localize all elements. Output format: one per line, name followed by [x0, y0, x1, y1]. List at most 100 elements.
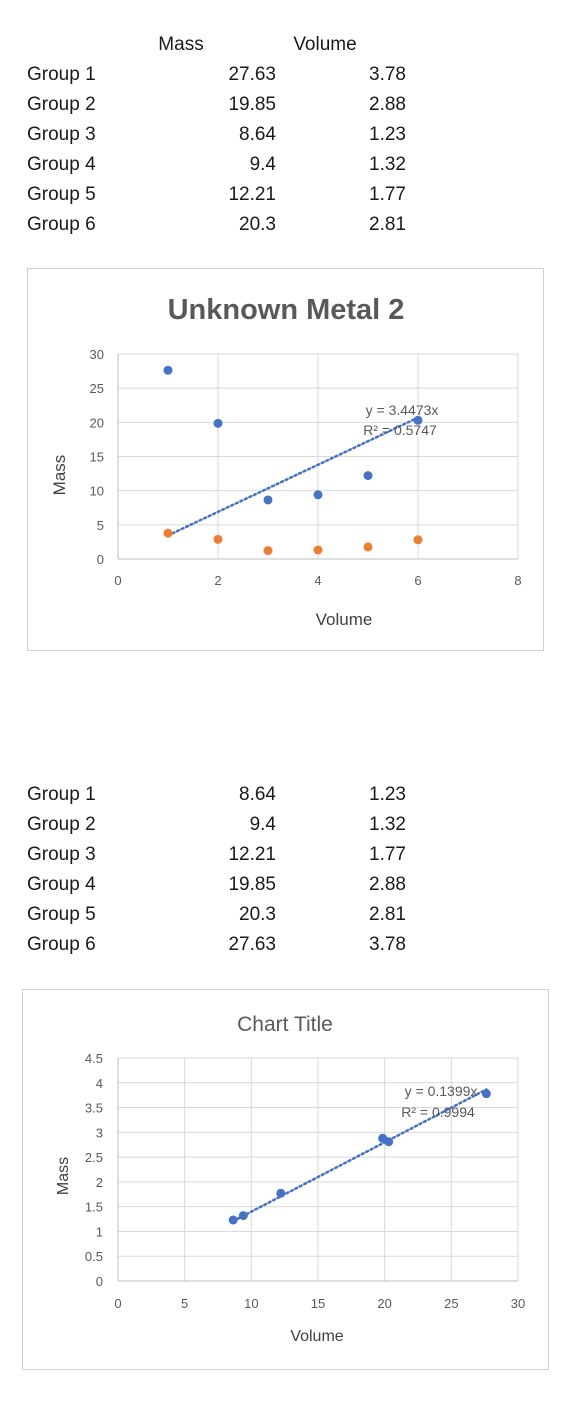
- y-tick-label: 20: [90, 415, 104, 430]
- x-tick-label: 2: [214, 573, 221, 588]
- table-cell-mass: 12.21: [228, 844, 276, 865]
- table-cell-volume: 3.78: [369, 64, 406, 85]
- table-row-label: Group 1: [27, 64, 96, 85]
- table-cell-volume: 1.77: [369, 844, 406, 865]
- chart-svg: 0 5 10 15 20 25 30 0 2 4 6 8 Unknown Metal 2 Volume…: [50, 294, 522, 629]
- x-tick-label: 0: [114, 573, 121, 588]
- trendline-equation: y = 3.4473x: [366, 402, 439, 418]
- data-point: [228, 1215, 238, 1225]
- y-tick-label: 5: [97, 518, 104, 533]
- x-tick-label: 8: [514, 573, 521, 588]
- chart-unknown-metal-2[interactable]: 0 5 10 15 20 25 30 0 2 4 6 8 Unknown Metal 2 Volume…: [27, 268, 544, 651]
- data-point: [363, 542, 373, 552]
- table-cell-mass: 9.4: [249, 814, 276, 835]
- table-cell-mass: 20.3: [239, 904, 276, 925]
- plot-area: 0 0.5 1 1.5 2 2.5 3 3.5 4 4.5 0 5 10 15 20 25 30: [85, 1051, 525, 1311]
- table-cell-volume: 1.23: [369, 784, 406, 805]
- table-row-label: Group 5: [27, 184, 96, 205]
- table-cell-volume: 3.78: [369, 934, 406, 955]
- table-cell-volume: 1.77: [369, 184, 406, 205]
- y-tick-label: 30: [90, 347, 104, 362]
- data-point: [481, 1089, 491, 1099]
- chart-mass-vs-volume[interactable]: 0 0.5 1 1.5 2 2.5 3 3.5 4 4.5 0 5 10 15 20 25 30 Chart T…: [22, 989, 549, 1370]
- table-cell-mass: 8.64: [239, 124, 276, 145]
- table-cell-mass: 19.85: [228, 874, 276, 895]
- data-point: [238, 1211, 248, 1221]
- data-point: [263, 495, 273, 505]
- table-cell-volume: 1.23: [369, 124, 406, 145]
- y-tick-label: 0: [96, 1274, 103, 1289]
- x-tick-label: 0: [114, 1296, 121, 1311]
- y-tick-label: 2: [96, 1175, 103, 1190]
- chart-title: Unknown Metal 2: [168, 294, 405, 326]
- table-row-label: Group 6: [27, 214, 96, 235]
- data-point: [363, 471, 373, 481]
- y-tick-label: 25: [90, 381, 104, 396]
- x-tick-label: 15: [311, 1296, 325, 1311]
- table-header-volume: Volume: [293, 34, 357, 55]
- trendline-equation: y = 0.1399x: [405, 1083, 478, 1099]
- data-point: [413, 535, 423, 545]
- x-tick-label: 5: [181, 1296, 188, 1311]
- table-cell-mass: 12.21: [228, 184, 276, 205]
- table-row-label: Group 1: [27, 784, 96, 805]
- table-row-label: Group 4: [27, 154, 96, 175]
- table-row-label: Group 3: [27, 124, 96, 145]
- data-point: [213, 534, 223, 544]
- x-axis-label: Volume: [316, 610, 373, 629]
- y-tick-label: 0: [97, 552, 104, 567]
- trendline-r-squared: R² = 0.5747: [363, 422, 437, 438]
- y-tick-label: 1.5: [85, 1200, 103, 1215]
- y-tick-label: 3.5: [85, 1101, 103, 1116]
- chart-svg: 0 0.5 1 1.5 2 2.5 3 3.5 4 4.5 0 5 10 15 20 25 30 Chart T…: [55, 1013, 525, 1345]
- table-cell-volume: 2.81: [369, 904, 406, 925]
- data-point: [384, 1137, 394, 1147]
- y-axis-label: Mass: [50, 455, 69, 496]
- data-point: [276, 1188, 286, 1198]
- y-tick-label: 10: [90, 484, 104, 499]
- x-tick-label: 4: [314, 573, 321, 588]
- table-row-label: Group 2: [27, 814, 96, 835]
- plot-area: 0 5 10 15 20 25 30 0 2 4 6 8: [90, 347, 522, 588]
- table-cell-mass: 8.64: [239, 784, 276, 805]
- trendline-r-squared: R² = 0.9994: [401, 1104, 475, 1120]
- data-point: [313, 545, 323, 555]
- table-cell-volume: 2.81: [369, 214, 406, 235]
- x-tick-label: 10: [244, 1296, 258, 1311]
- x-tick-label: 20: [377, 1296, 391, 1311]
- y-tick-label: 3: [96, 1125, 103, 1140]
- data-point: [413, 415, 423, 425]
- data-point: [163, 528, 173, 538]
- y-tick-label: 1: [96, 1224, 103, 1239]
- x-tick-label: 25: [444, 1296, 458, 1311]
- chart-title: Chart Title: [237, 1013, 333, 1036]
- trendline: [166, 416, 420, 537]
- table-cell-volume: 2.88: [369, 874, 406, 895]
- x-tick-label: 6: [414, 573, 421, 588]
- y-axis-label: Mass: [55, 1157, 72, 1195]
- data-point: [263, 546, 273, 556]
- table-row-label: Group 3: [27, 844, 96, 865]
- table-cell-mass: 20.3: [239, 214, 276, 235]
- x-axis-label: Volume: [290, 1328, 343, 1345]
- table-header-mass: Mass: [158, 34, 204, 55]
- y-tick-label: 4.5: [85, 1051, 103, 1066]
- y-tick-label: 0.5: [85, 1249, 103, 1264]
- trendline: [231, 1088, 488, 1223]
- x-tick-label: 30: [511, 1296, 525, 1311]
- y-tick-label: 4: [96, 1076, 103, 1091]
- y-tick-label: 2.5: [85, 1150, 103, 1165]
- table-row-label: Group 5: [27, 904, 96, 925]
- table-row-label: Group 2: [27, 94, 96, 115]
- table-cell-volume: 2.88: [369, 94, 406, 115]
- table-cell-mass: 9.4: [249, 154, 276, 175]
- data-point: [163, 365, 173, 375]
- table-cell-volume: 1.32: [369, 814, 406, 835]
- table-cell-mass: 19.85: [228, 94, 276, 115]
- table-row-label: Group 6: [27, 934, 96, 955]
- table-cell-volume: 1.32: [369, 154, 406, 175]
- table-cell-mass: 27.63: [228, 64, 276, 85]
- table-cell-mass: 27.63: [228, 934, 276, 955]
- table-row-label: Group 4: [27, 874, 96, 895]
- y-tick-label: 15: [90, 450, 104, 465]
